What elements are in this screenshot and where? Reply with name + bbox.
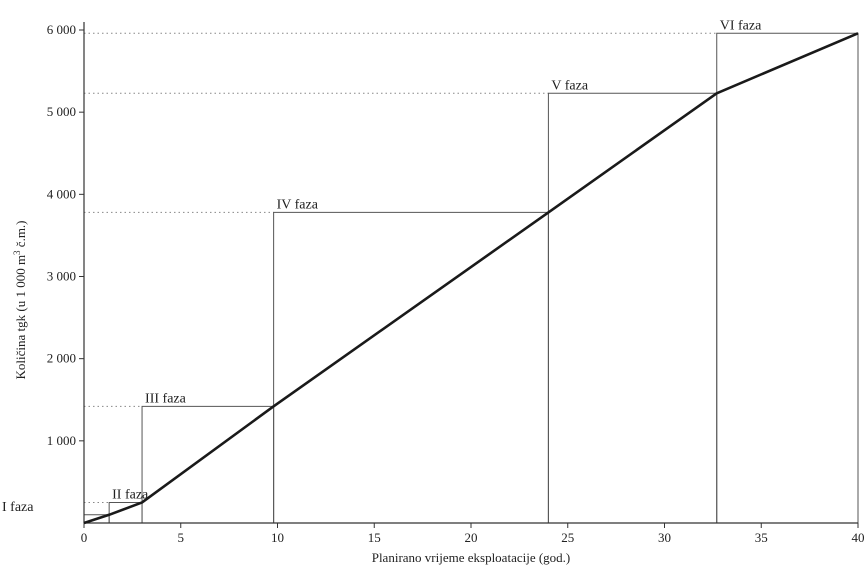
series-line bbox=[83, 32, 859, 525]
phase-label: III faza bbox=[145, 391, 187, 406]
phase-label: VI faza bbox=[720, 18, 762, 33]
phase-label: V faza bbox=[551, 78, 588, 93]
y-ticks: 1 000 2 000 3 000 4 000 5 000 6 000 bbox=[47, 22, 84, 448]
y-tick-label: 2 000 bbox=[47, 351, 76, 366]
y-tick-label: 3 000 bbox=[47, 269, 76, 284]
phase-box bbox=[716, 32, 859, 523]
x-tick-label: 0 bbox=[81, 530, 88, 545]
x-axis-title: Planirano vrijeme eksploatacije (god.) bbox=[372, 550, 571, 565]
y-axis-title: Količina tgk (u 1 000 m3 č.m.) bbox=[12, 220, 28, 379]
x-tick-label: 10 bbox=[271, 530, 284, 545]
x-ticks: 0 5 10 15 20 25 30 35 40 bbox=[81, 523, 865, 545]
y-tick-label: 6 000 bbox=[47, 22, 76, 37]
y-tick-label: 5 000 bbox=[47, 104, 76, 119]
x-tick-label: 20 bbox=[465, 530, 478, 545]
y-axis-title-superscript: 3 bbox=[12, 250, 22, 255]
phase-box bbox=[547, 92, 718, 523]
x-tick-label: 25 bbox=[561, 530, 574, 545]
phase-box bbox=[141, 405, 275, 523]
x-tick-label: 30 bbox=[658, 530, 671, 545]
series-group bbox=[83, 32, 859, 525]
axes bbox=[83, 22, 858, 524]
y-tick-label: 1 000 bbox=[47, 433, 76, 448]
phase-label: II faza bbox=[112, 487, 149, 502]
phase-labels: I faza II faza III faza IV faza V faza VI faz… bbox=[2, 18, 762, 514]
phase-label: IV faza bbox=[277, 197, 319, 212]
x-tick-label: 40 bbox=[852, 530, 865, 545]
x-tick-label: 5 bbox=[178, 530, 185, 545]
x-tick-label: 35 bbox=[755, 530, 768, 545]
y-axis-title-main: Količina tgk (u 1 000 m bbox=[13, 255, 28, 380]
dotted-guide-lines bbox=[84, 32, 717, 503]
phase-boxes bbox=[83, 32, 859, 523]
y-axis-title-rest: č.m.) bbox=[13, 220, 28, 250]
phase-label: I faza bbox=[2, 500, 34, 515]
phase-box bbox=[273, 211, 549, 523]
y-tick-label: 4 000 bbox=[47, 186, 76, 201]
x-tick-label: 15 bbox=[368, 530, 381, 545]
